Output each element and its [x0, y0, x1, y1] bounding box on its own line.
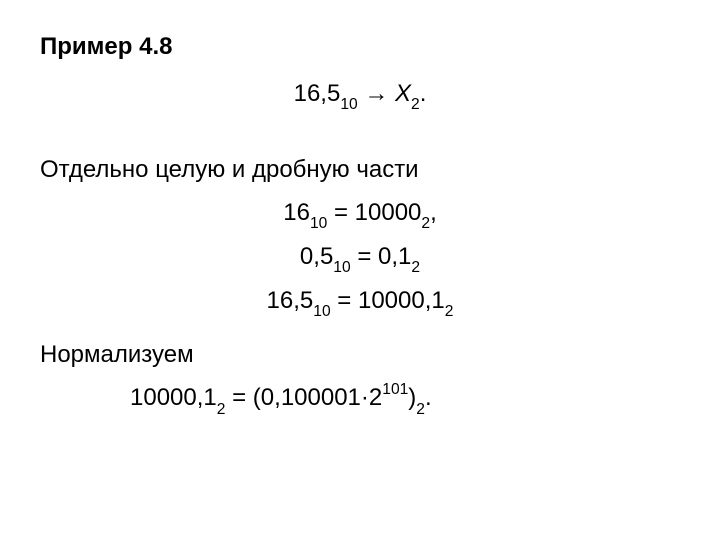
eq1-lhs-val: 16: [283, 199, 310, 226]
eq3-eq: =: [331, 287, 358, 314]
eq-combined: 16,510 = 10000,12: [40, 282, 680, 322]
eq2-lhs-sub: 10: [333, 259, 350, 276]
conv-arrow: →: [358, 80, 395, 107]
parts-label: Отдельно целую и дробную части: [40, 151, 680, 188]
norm-eq: = (: [225, 384, 260, 411]
eq3-lhs-sub: 10: [313, 303, 330, 320]
norm-base: 2: [369, 384, 382, 411]
eq3-rhs-val: 10000,1: [358, 287, 445, 314]
eq1-eq: =: [327, 199, 354, 226]
eq-normalized: 10000,12 = (0,100001·2101)2.: [40, 379, 680, 419]
norm-exp: 101: [382, 381, 408, 398]
eq2-lhs-val: 0,5: [300, 243, 333, 270]
norm-mantissa: 0,100001: [261, 384, 361, 411]
eq2-eq: =: [351, 243, 378, 270]
eq-integer-part: 1610 = 100002,: [40, 194, 680, 234]
eq-fraction-part: 0,510 = 0,12: [40, 238, 680, 278]
eq3-rhs-sub: 2: [445, 303, 454, 320]
page: Пример 4.8 16,510 → X2. Отдельно целую и…: [0, 0, 720, 419]
eq2-rhs-val: 0,1: [378, 243, 411, 270]
eq1-tail: ,: [430, 199, 437, 226]
conv-lhs-sub: 10: [340, 96, 357, 113]
norm-outer-sub: 2: [416, 401, 425, 418]
eq1-rhs-sub: 2: [421, 215, 430, 232]
conv-lhs-value: 16,5: [294, 80, 341, 107]
norm-dot: ·: [361, 384, 369, 411]
conversion-line: 16,510 → X2.: [40, 75, 680, 115]
conv-period: .: [420, 80, 427, 107]
eq2-rhs-sub: 2: [411, 259, 420, 276]
norm-lhs-val: 10000,1: [130, 384, 217, 411]
eq1-rhs-val: 10000: [355, 199, 422, 226]
conv-rhs-var: X: [395, 80, 411, 107]
conv-rhs-sub: 2: [411, 96, 420, 113]
eq1-lhs-sub: 10: [310, 215, 327, 232]
eq3-lhs-val: 16,5: [267, 287, 314, 314]
normalize-label: Нормализуем: [40, 336, 680, 373]
example-title: Пример 4.8: [40, 28, 680, 65]
norm-lhs-sub: 2: [217, 401, 226, 418]
norm-period: .: [425, 384, 432, 411]
